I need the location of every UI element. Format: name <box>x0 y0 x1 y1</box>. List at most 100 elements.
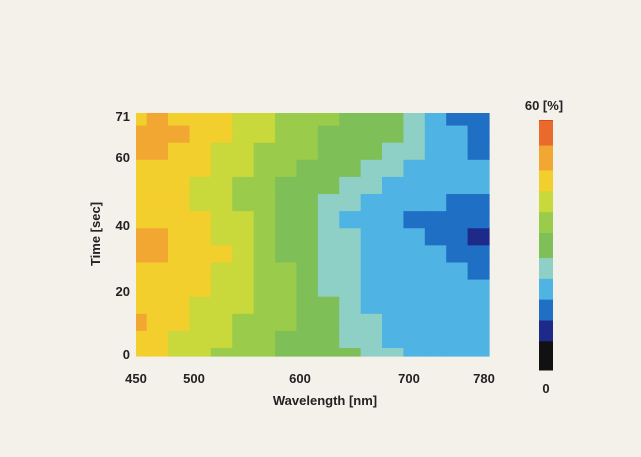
heatmap-cell <box>424 176 447 195</box>
heatmap-cell <box>168 347 191 357</box>
y-tick-label: 60 <box>116 150 130 165</box>
heatmap-cell <box>317 330 340 349</box>
heatmap-cell <box>339 176 362 195</box>
heatmap-cell <box>232 261 255 280</box>
heatmap-cell <box>424 113 447 126</box>
heatmap-cell <box>446 296 469 314</box>
heatmap-cell <box>403 193 426 212</box>
heatmap-cell <box>275 193 298 212</box>
heatmap-cell <box>253 244 276 263</box>
heatmap-cell <box>446 330 469 349</box>
heatmap-cell <box>253 296 276 314</box>
heatmap-cell <box>424 124 447 143</box>
heatmap-cell <box>339 113 362 126</box>
heatmap-cell <box>253 142 276 160</box>
heatmap-cell <box>168 261 191 280</box>
heatmap-cell <box>446 227 469 246</box>
heatmap-cell <box>382 313 405 331</box>
heatmap-cell <box>189 330 212 349</box>
heatmap-cell <box>232 330 255 349</box>
colorbar-segment <box>539 278 553 300</box>
heatmap-cell <box>317 296 340 314</box>
heatmap-cell <box>339 159 362 177</box>
heatmap-cell <box>296 330 319 349</box>
heatmap-cell <box>296 227 319 246</box>
heatmap-cell <box>146 227 169 246</box>
heatmap-cell <box>189 313 212 331</box>
heatmap-cell <box>339 227 362 246</box>
heatmap-cell <box>446 261 469 280</box>
heatmap-cell <box>382 261 405 280</box>
heatmap-cell <box>382 124 405 143</box>
heatmap-cell <box>403 227 426 246</box>
x-tick-label: 780 <box>473 371 495 386</box>
heatmap-cell <box>424 193 447 212</box>
colorbar-segment <box>539 257 553 279</box>
heatmap-cell <box>253 124 276 143</box>
heatmap-cell <box>232 313 255 331</box>
heatmap-cell <box>317 159 340 177</box>
colorbar <box>539 120 553 371</box>
heatmap-cell <box>275 227 298 246</box>
heatmap-cell <box>296 113 319 126</box>
heatmap-cell <box>168 330 191 349</box>
heatmap-cell <box>424 244 447 263</box>
heatmap-cell <box>210 313 233 331</box>
heatmap-cell <box>253 261 276 280</box>
heatmap-cell <box>146 313 169 331</box>
heatmap-cell <box>467 142 490 160</box>
heatmap-cell <box>210 330 233 349</box>
heatmap-cell <box>146 278 169 297</box>
heatmap-cell <box>339 210 362 229</box>
heatmap-cell <box>296 313 319 331</box>
heatmap-cell <box>168 113 191 126</box>
heatmap-cell <box>403 296 426 314</box>
heatmap-cell <box>403 261 426 280</box>
heatmap-cell <box>296 159 319 177</box>
heatmap-cell <box>424 330 447 349</box>
heatmap-cell <box>189 278 212 297</box>
heatmap-cell <box>136 313 148 331</box>
heatmap-cell <box>146 124 169 143</box>
heatmap-cell <box>146 261 169 280</box>
heatmap-cell <box>467 227 490 246</box>
heatmap-cell <box>168 244 191 263</box>
heatmap-cell <box>317 227 340 246</box>
colorbar-segment <box>539 299 553 321</box>
heatmap-cell <box>232 278 255 297</box>
heatmap-cell <box>403 278 426 297</box>
heatmap-cell <box>382 330 405 349</box>
heatmap-cell <box>136 261 148 280</box>
heatmap-cell <box>339 278 362 297</box>
heatmap-cell <box>210 296 233 314</box>
heatmap-cell <box>446 113 469 126</box>
heatmap-cell <box>146 176 169 195</box>
heatmap-cell <box>403 176 426 195</box>
heatmap-cell <box>403 330 426 349</box>
heatmap-cell <box>189 244 212 263</box>
heatmap-cell <box>296 261 319 280</box>
heatmap-cell <box>146 330 169 349</box>
heatmap-cell <box>146 244 169 263</box>
heatmap-cell <box>317 193 340 212</box>
x-tick-label: 450 <box>125 371 147 386</box>
heatmap-cell <box>446 142 469 160</box>
colorbar-max-label: 60 [%] <box>525 98 563 113</box>
heatmap-cell <box>339 261 362 280</box>
heatmap-cell <box>253 227 276 246</box>
heatmap-cell <box>403 124 426 143</box>
heatmap-cell <box>275 159 298 177</box>
heatmap-cell <box>136 210 148 229</box>
heatmap-cell <box>467 330 490 349</box>
heatmap-cell <box>253 330 276 349</box>
heatmap-cell <box>424 278 447 297</box>
heatmap-cell <box>296 176 319 195</box>
heatmap-cell <box>232 113 255 126</box>
heatmap-cell <box>317 113 340 126</box>
heatmap-cell <box>360 176 383 195</box>
y-tick-label: 0 <box>123 347 130 362</box>
heatmap-cell <box>403 244 426 263</box>
heatmap-cell <box>467 193 490 212</box>
heatmap-cell <box>446 193 469 212</box>
heatmap-cell <box>232 210 255 229</box>
